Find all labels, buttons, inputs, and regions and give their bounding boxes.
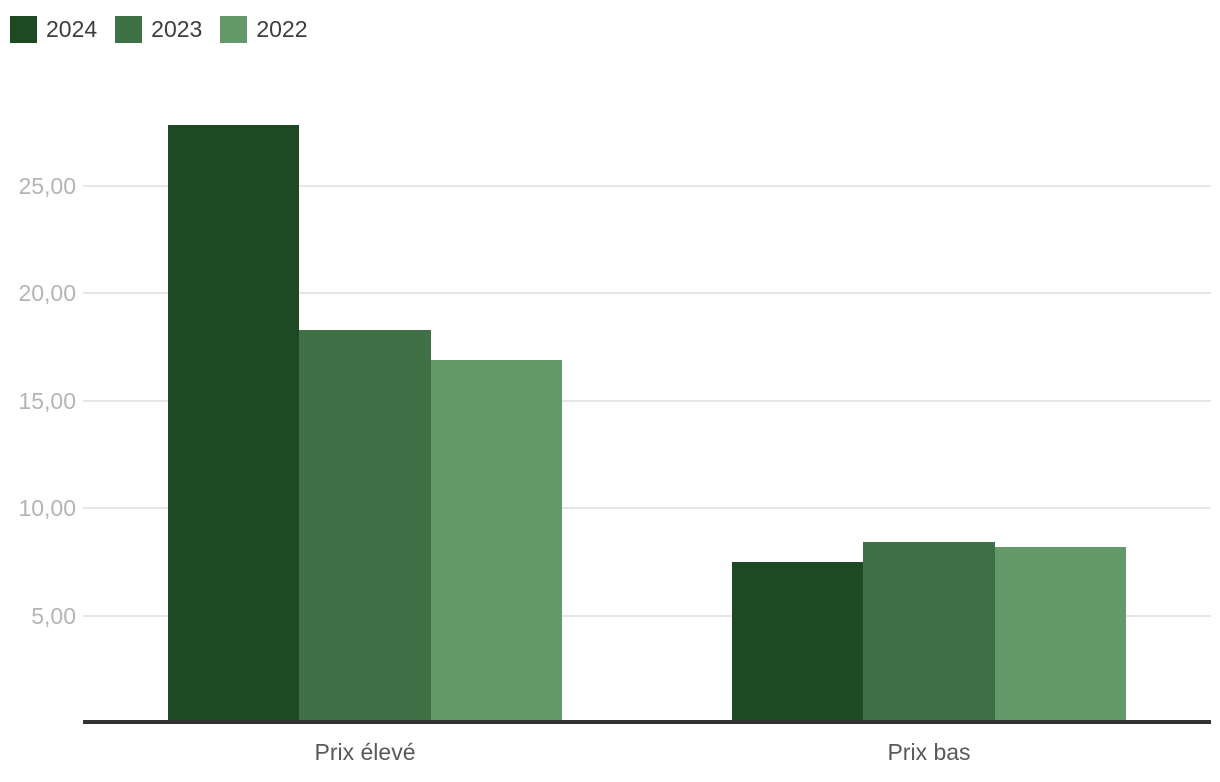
gridline-10 [83,507,1211,509]
legend-label: 2024 [46,16,98,42]
gridline-15 [83,399,1211,402]
bar-2024-prix-bas[interactable] [731,561,864,723]
legend-item-2024[interactable]: 2024 [10,16,97,43]
category-label-prix-eleve: Prix élevé [314,739,416,765]
legend-swatch-2023-icon [115,16,143,43]
legend-label: 2023 [151,16,203,42]
y-tick-label: 10,00 [18,495,76,521]
x-axis-line [83,720,1211,724]
bar-2022-prix-bas[interactable] [994,546,1127,723]
legend-item-2022[interactable]: 2022 [220,16,308,43]
y-tick-label: 15,00 [18,387,76,414]
y-tick-label: 25,00 [18,172,76,199]
legend-item-2023[interactable]: 2023 [115,16,202,43]
legend-swatch-2024-icon [10,16,37,43]
gridline-20 [83,292,1211,294]
bar-2023-prix-eleve[interactable] [299,329,431,723]
y-tick-label: 5,00 [31,602,76,629]
gridline-5 [83,614,1211,617]
category-label-prix-bas: Prix bas [887,739,971,765]
bar-2024-prix-eleve[interactable] [167,125,300,723]
bar-2022-prix-eleve[interactable] [430,359,563,723]
legend-swatch-2022-icon [220,16,248,43]
legend-label: 2022 [256,16,308,42]
y-tick-label: 20,00 [18,280,76,306]
bar-2023-prix-bas[interactable] [863,542,995,723]
chart-legend: 2024 2023 2022 [10,16,326,43]
gridline-25 [83,184,1211,187]
